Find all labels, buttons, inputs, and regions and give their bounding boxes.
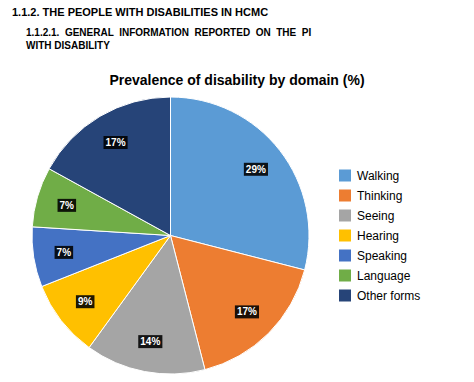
legend-label: Hearing — [357, 229, 399, 243]
legend-item: Hearing — [339, 229, 399, 243]
pie — [32, 97, 309, 374]
legend-item: Other forms — [339, 289, 420, 303]
data-label-box — [235, 305, 259, 318]
header-line: 1.1.2.1. GENERAL INFORMATION REPORTED ON… — [26, 27, 311, 38]
legend-label: Thinking — [357, 189, 402, 203]
data-label: 29% — [246, 164, 266, 175]
data-label: 7% — [60, 200, 75, 211]
header: 1.1.2.1. GENERAL INFORMATION REPORTED ON… — [26, 27, 311, 51]
legend-swatch — [339, 270, 351, 282]
data-label-group: 7% — [55, 246, 74, 259]
data-label: 14% — [140, 336, 160, 347]
data-label-group: 9% — [76, 295, 95, 308]
legend-item: Language — [339, 269, 411, 283]
data-label-box — [58, 199, 77, 212]
headers: 1.1.2. THE PEOPLE WITH DISABILITIES IN H… — [12, 6, 311, 51]
header-line: WITH DISABILITY — [26, 40, 110, 51]
data-label-group: 17% — [104, 136, 128, 149]
legend-swatch — [339, 170, 351, 182]
data-label-group: 29% — [244, 163, 268, 176]
legend-label: Speaking — [357, 249, 407, 263]
legend-swatch — [339, 210, 351, 222]
data-label: 17% — [106, 137, 126, 148]
data-label-box — [55, 246, 74, 259]
data-labels: 29% 17% 14% 9% 7% 7% 17% — [55, 136, 268, 348]
legend-swatch — [339, 190, 351, 202]
legend-label: Language — [357, 269, 411, 283]
legend: Walking Thinking Seeing Hearing Speaking Lang… — [339, 169, 420, 303]
data-label-group: 17% — [235, 305, 259, 318]
legend-item: Speaking — [339, 249, 407, 263]
legend-item: Thinking — [339, 189, 402, 203]
header: 1.1.2. THE PEOPLE WITH DISABILITIES IN H… — [12, 6, 268, 18]
data-label-box — [76, 295, 95, 308]
legend-label: Walking — [357, 169, 399, 183]
legend-swatch — [339, 290, 351, 302]
header-line: 1.1.2. THE PEOPLE WITH DISABILITIES IN H… — [12, 6, 268, 18]
title: Prevalence of disability by domain (%) — [109, 72, 364, 88]
data-label: 7% — [57, 247, 72, 258]
chart: 1.1.2. THE PEOPLE WITH DISABILITIES IN H… — [0, 0, 474, 382]
data-label-box — [138, 335, 162, 348]
data-label: 17% — [237, 306, 257, 317]
legend-swatch — [339, 250, 351, 262]
legend-swatch — [339, 230, 351, 242]
legend-label: Seeing — [357, 209, 394, 223]
legend-label: Other forms — [357, 289, 420, 303]
slice — [32, 227, 171, 287]
data-label-group: 7% — [58, 199, 77, 212]
data-label: 9% — [78, 296, 93, 307]
data-label-box — [244, 163, 268, 176]
legend-item: Walking — [339, 169, 399, 183]
data-label-group: 14% — [138, 335, 162, 348]
slice — [49, 97, 170, 236]
data-label-box — [104, 136, 128, 149]
legend-item: Seeing — [339, 209, 394, 223]
